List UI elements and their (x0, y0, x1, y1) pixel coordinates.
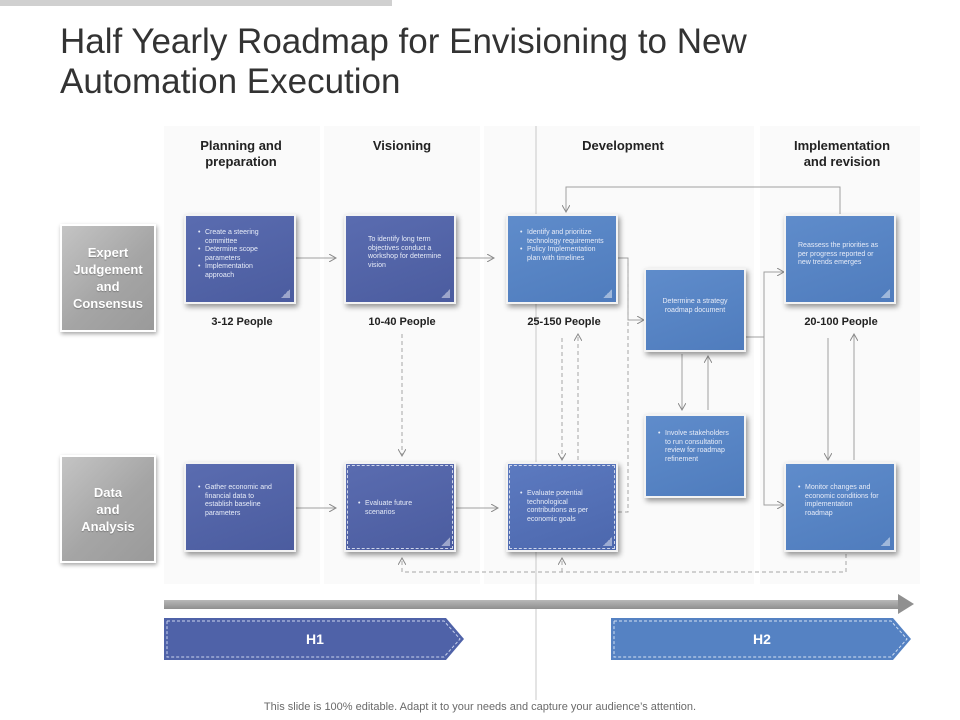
box-strategy-roadmap: Determine a strategy roadmap document (644, 268, 746, 352)
list-item: Identify and prioritize technology requi… (520, 229, 604, 246)
dashed-arrow-feedback-bottom (402, 554, 847, 573)
box-development-bottom: Evaluate potential technological contrib… (506, 462, 618, 552)
arrow-strategy-to-impl-bottom (763, 337, 784, 505)
list-item: Determine scope parameters (198, 246, 282, 263)
box-visioning-bottom: Evaluate future scenarios (344, 462, 456, 552)
page-fold-icon (603, 289, 612, 298)
h2-banner: H2 (611, 618, 913, 660)
h1-arrow-shape (164, 618, 464, 660)
people-count-implementation: 20-100 People (804, 316, 878, 328)
box-visioning-top: To identify long term objectives conduct… (344, 214, 456, 304)
list-item: Gather economic and financial data to es… (198, 484, 282, 518)
list-item: Involve stakeholders to run consultation… (658, 430, 732, 464)
box-text: To identify long term objectives conduct… (368, 236, 442, 269)
column-header-planning: Planning and preparation (200, 138, 282, 169)
column-header-visioning: Visioning (372, 138, 432, 153)
slide-title: Half Yearly Roadmap for Envisioning to N… (60, 22, 747, 101)
box-implementation-bottom: Monitor changes and economic conditions … (784, 462, 896, 552)
box-development-top: Identify and prioritize technology requi… (506, 214, 618, 304)
arrow-impl-feedback (566, 186, 841, 216)
box-involve-stakeholders: Involve stakeholders to run consultation… (644, 414, 746, 498)
page-fold-icon (441, 289, 450, 298)
page-fold-icon (603, 537, 612, 546)
list-item: Policy Implementation plan with timeline… (520, 246, 604, 263)
column-header-development: Development (582, 138, 664, 153)
h1-banner: H1 (164, 618, 466, 660)
box-text: Reassess the priorities as per progress … (798, 242, 879, 266)
people-count-development: 25-150 People (527, 316, 601, 328)
h1-label: H1 (306, 631, 324, 647)
people-count-visioning: 10-40 People (368, 316, 436, 328)
arrow-dev-to-strategy (618, 257, 644, 320)
page-fold-icon (881, 537, 890, 546)
box-planning-bottom: Gather economic and financial data to es… (184, 462, 296, 552)
h2-label: H2 (753, 631, 771, 647)
row-label-expert-judgement: Expert Judgement and Consensus (60, 224, 156, 332)
list-item: Create a steering committee (198, 229, 282, 246)
box-implementation-top: Reassess the priorities as per progress … (784, 214, 896, 304)
people-count-planning: 3-12 People (211, 316, 273, 328)
list-item: Implementation approach (198, 263, 282, 280)
footer-note: This slide is 100% editable. Adapt it to… (263, 701, 697, 713)
timeline-bar (164, 600, 900, 609)
box-text: Determine a strategy roadmap document (662, 298, 728, 314)
page-fold-icon (881, 289, 890, 298)
row-label-data-analysis: Data and Analysis (60, 455, 156, 563)
page-fold-icon (281, 289, 290, 298)
dashed-link-dev-bottom (618, 258, 629, 513)
column-header-implementation: Implementation and revision (793, 138, 891, 169)
list-item: Evaluate potential technological contrib… (520, 490, 604, 524)
box-planning-top: Create a steering committee Determine sc… (184, 214, 296, 304)
page-fold-icon (441, 537, 450, 546)
arrow-strategy-to-impl-top (746, 272, 784, 338)
list-item: Evaluate future scenarios (358, 500, 442, 517)
h2-arrow-shape (611, 618, 911, 660)
timeline-arrow-icon (898, 594, 914, 614)
list-item: Monitor changes and economic conditions … (798, 484, 882, 518)
top-accent-bar (0, 0, 392, 6)
